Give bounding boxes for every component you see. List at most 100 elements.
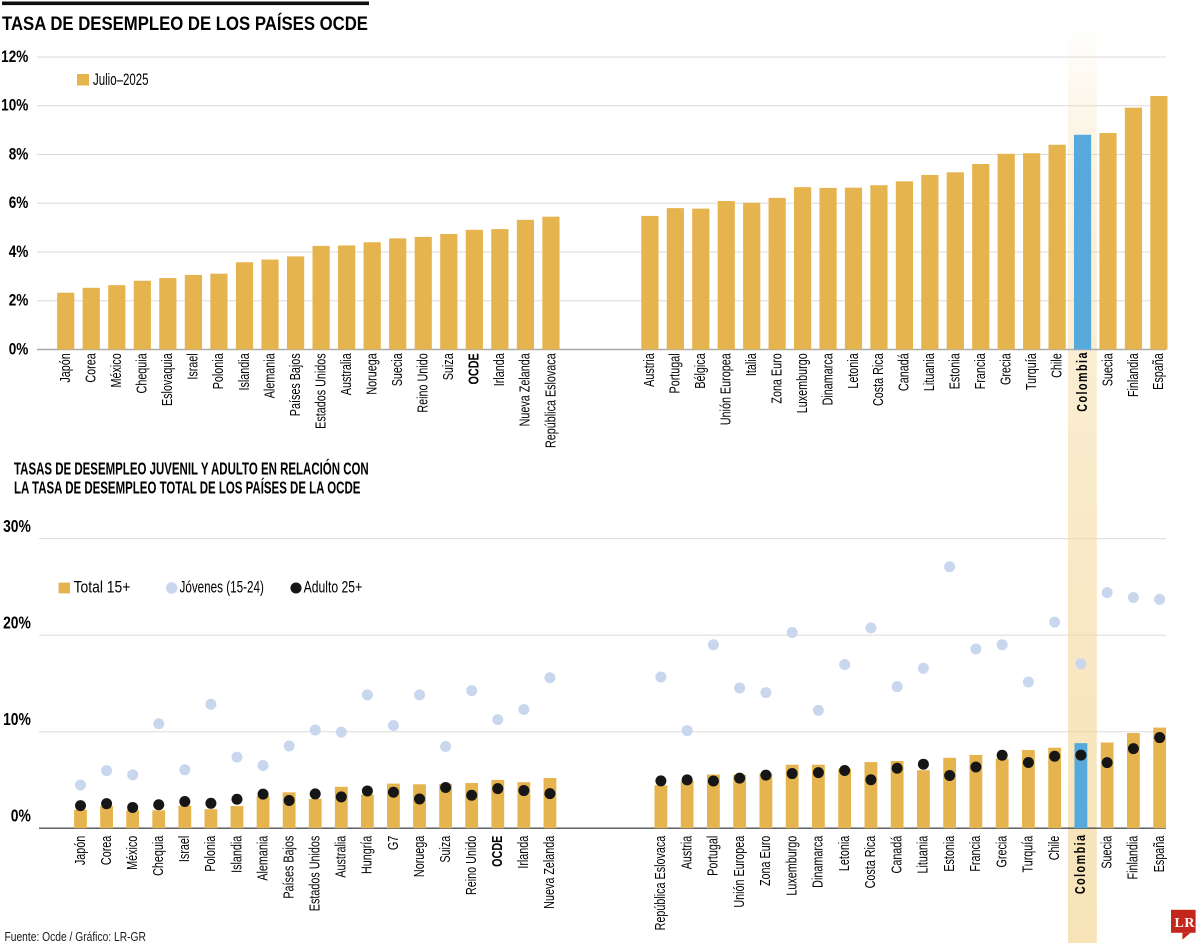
svg-text:LR: LR bbox=[1175, 916, 1196, 931]
svg-text:Colombia: Colombia bbox=[1073, 351, 1090, 412]
svg-text:México: México bbox=[123, 836, 140, 870]
svg-text:Portugal: Portugal bbox=[666, 353, 683, 393]
svg-text:Lituania: Lituania bbox=[914, 835, 931, 873]
svg-text:Polonia: Polonia bbox=[209, 353, 226, 390]
svg-text:Alemania: Alemania bbox=[261, 353, 278, 399]
svg-text:8%: 8% bbox=[9, 145, 29, 164]
svg-text:Chile: Chile bbox=[1045, 836, 1062, 861]
svg-text:Unión Europea: Unión Europea bbox=[717, 353, 734, 426]
svg-text:4%: 4% bbox=[9, 243, 29, 262]
svg-text:Unión Europea: Unión Europea bbox=[730, 835, 747, 908]
svg-text:Suecia: Suecia bbox=[1099, 353, 1116, 387]
svg-text:Suecia: Suecia bbox=[388, 353, 405, 387]
svg-text:Austria: Austria bbox=[640, 353, 657, 387]
svg-text:Adulto 25+: Adulto 25+ bbox=[304, 579, 363, 597]
svg-text:Reino Unido: Reino Unido bbox=[414, 353, 431, 412]
svg-text:Canadá: Canadá bbox=[888, 835, 905, 873]
svg-text:Australia: Australia bbox=[337, 353, 354, 396]
svg-text:Austria: Austria bbox=[678, 835, 695, 869]
svg-text:Lituania: Lituania bbox=[920, 353, 937, 391]
svg-text:Total 15+: Total 15+ bbox=[74, 578, 131, 597]
svg-text:Corea: Corea bbox=[97, 835, 114, 865]
svg-text:Grecia: Grecia bbox=[993, 835, 1010, 867]
svg-text:República Eslovaca: República Eslovaca bbox=[651, 835, 668, 930]
svg-text:12%: 12% bbox=[1, 48, 28, 67]
svg-text:Corea: Corea bbox=[82, 353, 99, 383]
svg-text:Suecia: Suecia bbox=[1098, 835, 1115, 869]
svg-text:Zona Euro: Zona Euro bbox=[756, 836, 773, 886]
svg-text:6%: 6% bbox=[9, 194, 29, 213]
svg-text:Japón: Japón bbox=[56, 353, 73, 382]
svg-text:España: España bbox=[1150, 835, 1167, 872]
svg-text:Países Bajos: Países Bajos bbox=[280, 835, 297, 898]
svg-text:Irlanda: Irlanda bbox=[490, 353, 507, 387]
svg-text:México: México bbox=[107, 353, 124, 387]
svg-text:OCDE: OCDE bbox=[488, 835, 505, 866]
svg-text:Francia: Francia bbox=[966, 835, 983, 872]
svg-text:LA TASA DE DESEMPLEO TOTAL DE: LA TASA DE DESEMPLEO TOTAL DE LOS PAÍSES… bbox=[14, 478, 360, 498]
svg-text:Dinamarca: Dinamarca bbox=[809, 835, 826, 888]
svg-text:Reino Unido: Reino Unido bbox=[462, 836, 479, 895]
svg-text:Grecia: Grecia bbox=[997, 353, 1014, 385]
svg-text:Luxemburgo: Luxemburgo bbox=[793, 353, 810, 413]
svg-text:TASA DE DESEMPLEO DE LOS PAÍSE: TASA DE DESEMPLEO DE LOS PAÍSES OCDE bbox=[2, 12, 368, 35]
svg-text:Julio–2025: Julio–2025 bbox=[93, 71, 149, 90]
svg-text:Jóvenes (15-24): Jóvenes (15-24) bbox=[180, 579, 264, 598]
svg-text:Polonia: Polonia bbox=[201, 835, 218, 872]
svg-text:0%: 0% bbox=[9, 340, 29, 359]
svg-text:Eslovaquia: Eslovaquia bbox=[158, 353, 175, 406]
svg-text:Nueva Zelanda: Nueva Zelanda bbox=[540, 835, 557, 909]
svg-text:Estonia: Estonia bbox=[940, 835, 957, 872]
svg-text:Japón: Japón bbox=[71, 836, 88, 865]
svg-text:Letonia: Letonia bbox=[844, 353, 861, 389]
svg-text:Noruega: Noruega bbox=[410, 835, 427, 877]
svg-text:Letonia: Letonia bbox=[835, 835, 852, 871]
svg-text:Alemania: Alemania bbox=[254, 835, 271, 881]
svg-text:OCDE: OCDE bbox=[465, 353, 482, 384]
svg-text:Estados Unidos: Estados Unidos bbox=[312, 353, 329, 429]
svg-text:Países Bajos: Países Bajos bbox=[286, 353, 303, 416]
svg-text:2%: 2% bbox=[9, 291, 29, 310]
svg-text:20%: 20% bbox=[3, 614, 31, 633]
svg-text:Costa Rica: Costa Rica bbox=[861, 835, 878, 888]
svg-text:Chequia: Chequia bbox=[149, 835, 166, 876]
svg-text:Portugal: Portugal bbox=[704, 836, 721, 876]
svg-text:Estonia: Estonia bbox=[946, 353, 963, 390]
svg-text:República Eslovaca: República Eslovaca bbox=[542, 353, 559, 448]
svg-text:Islandia: Islandia bbox=[235, 353, 252, 391]
svg-text:Zona Euro: Zona Euro bbox=[768, 353, 785, 403]
svg-text:Turquía: Turquía bbox=[1022, 353, 1039, 390]
svg-text:10%: 10% bbox=[1, 96, 28, 115]
svg-text:Dinamarca: Dinamarca bbox=[819, 353, 836, 406]
svg-text:TASAS DE DESEMPLEO JUVENIL Y A: TASAS DE DESEMPLEO JUVENIL Y ADULTO EN R… bbox=[14, 458, 369, 479]
svg-text:Estados Unidos: Estados Unidos bbox=[306, 835, 323, 911]
svg-text:0%: 0% bbox=[11, 807, 31, 826]
svg-text:Suiza: Suiza bbox=[436, 835, 453, 863]
svg-text:Suiza: Suiza bbox=[439, 353, 456, 381]
svg-text:G7: G7 bbox=[384, 836, 401, 850]
svg-text:Canadá: Canadá bbox=[895, 353, 912, 391]
svg-text:Israel: Israel bbox=[175, 836, 192, 862]
svg-text:Colombia: Colombia bbox=[1071, 834, 1088, 895]
svg-text:Finlandia: Finlandia bbox=[1124, 353, 1141, 397]
svg-text:Israel: Israel bbox=[184, 353, 201, 379]
svg-text:Finlandia: Finlandia bbox=[1124, 835, 1141, 879]
svg-text:Australia: Australia bbox=[332, 835, 349, 878]
svg-text:Italia: Italia bbox=[742, 353, 759, 376]
svg-text:Islandia: Islandia bbox=[228, 835, 245, 873]
svg-text:Fuente: Ocde / Gráfico: LR-GR: Fuente: Ocde / Gráfico: LR-GR bbox=[5, 930, 146, 944]
svg-text:10%: 10% bbox=[3, 711, 31, 730]
svg-text:Irlanda: Irlanda bbox=[514, 835, 531, 869]
svg-text:Luxemburgo: Luxemburgo bbox=[783, 836, 800, 896]
svg-text:Chile: Chile bbox=[1048, 353, 1065, 378]
svg-text:Hungría: Hungría bbox=[358, 835, 375, 874]
svg-text:Bélgica: Bélgica bbox=[691, 353, 708, 389]
svg-text:Costa Rica: Costa Rica bbox=[869, 353, 886, 406]
svg-text:Chequia: Chequia bbox=[133, 353, 150, 394]
svg-text:30%: 30% bbox=[3, 518, 31, 537]
svg-text:Turquía: Turquía bbox=[1019, 835, 1036, 872]
svg-text:Francia: Francia bbox=[971, 353, 988, 390]
svg-text:Nueva Zelanda: Nueva Zelanda bbox=[516, 353, 533, 427]
svg-text:España: España bbox=[1149, 353, 1166, 390]
svg-text:Noruega: Noruega bbox=[363, 353, 380, 395]
